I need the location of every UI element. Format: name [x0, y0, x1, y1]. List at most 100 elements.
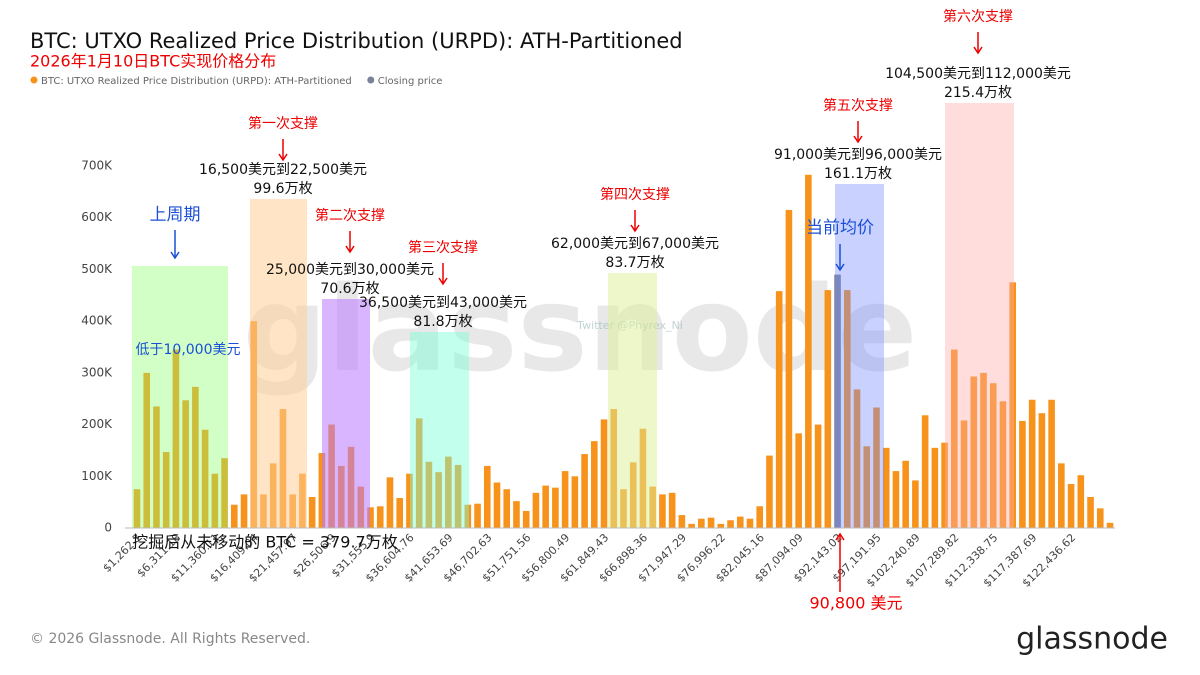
- bar: [542, 485, 549, 528]
- bar: [970, 376, 978, 528]
- bar: [133, 489, 141, 528]
- y-tick-label: 200K: [81, 417, 113, 431]
- bar: [795, 433, 802, 528]
- region-range: 25,000美元到30,000美元: [266, 262, 434, 278]
- bar: [1009, 282, 1016, 528]
- region-amount: 215.4万枚: [944, 85, 1012, 101]
- y-tick-label: 700K: [81, 159, 113, 173]
- region-label: 第二次支撑: [315, 207, 385, 224]
- bar: [376, 506, 384, 528]
- logo: glassnode: [1016, 622, 1168, 657]
- footer: © 2026 Glassnode. All Rights Reserved.: [30, 631, 310, 647]
- bar: [211, 473, 219, 528]
- bar: [921, 415, 929, 528]
- arrow-head: [853, 135, 863, 144]
- region-box: [322, 299, 370, 528]
- bar: [308, 496, 316, 528]
- bar: [834, 274, 841, 528]
- bar: [581, 454, 588, 528]
- bar: [1077, 475, 1085, 528]
- bar: [153, 406, 160, 528]
- region-box: [608, 273, 657, 528]
- region-box: [410, 332, 469, 528]
- bar: [951, 349, 958, 528]
- bar: [172, 349, 180, 528]
- region-label: 第六次支撑: [943, 8, 1013, 25]
- bar: [805, 174, 812, 528]
- bar: [668, 492, 676, 528]
- bar: [1019, 420, 1026, 528]
- bar: [1087, 496, 1094, 528]
- arrow-head: [278, 153, 288, 162]
- y-tick-label: 600K: [81, 210, 113, 224]
- bar: [843, 290, 851, 528]
- legend-label: Closing price: [378, 76, 443, 87]
- bar: [746, 518, 754, 528]
- region-label: 第五次支撑: [823, 97, 893, 114]
- region-range: 16,500美元到22,500美元: [199, 162, 367, 178]
- bar: [678, 515, 686, 528]
- bar: [561, 471, 569, 528]
- region-box: [945, 103, 1014, 528]
- bar: [873, 407, 880, 528]
- bar: [503, 489, 511, 528]
- bar: [571, 476, 579, 528]
- bar: [941, 442, 948, 528]
- arrow-head: [835, 263, 845, 272]
- bar: [736, 516, 744, 528]
- legend-label: BTC: UTXO Realized Price Distribution (U…: [41, 76, 352, 87]
- arrow-head: [170, 251, 180, 260]
- bar: [882, 447, 890, 528]
- bar: [532, 492, 540, 528]
- region-label: 第四次支撑: [600, 186, 670, 203]
- bar: [474, 503, 481, 528]
- bar: [1028, 399, 1036, 528]
- bar: [717, 523, 725, 528]
- bar: [912, 480, 919, 528]
- bar: [552, 487, 559, 528]
- bar: [367, 507, 374, 528]
- bar: [231, 504, 238, 528]
- region-amount: 83.7万枚: [605, 255, 664, 271]
- bar: [766, 455, 773, 528]
- region-range: 62,000美元到67,000美元: [551, 236, 719, 252]
- bar: [406, 473, 413, 528]
- bar: [143, 372, 151, 528]
- bar: [483, 465, 491, 528]
- bar: [221, 458, 228, 528]
- bar: [902, 460, 909, 528]
- bar: [1106, 522, 1114, 528]
- bar: [600, 419, 608, 528]
- bar: [1067, 484, 1075, 528]
- y-tick-label: 0: [104, 521, 112, 535]
- region-range: 91,000美元到96,000美元: [774, 147, 942, 163]
- arrow-head: [438, 277, 448, 286]
- bar: [493, 482, 501, 528]
- legend-dot: [367, 76, 375, 84]
- bar: [162, 451, 170, 528]
- bar: [240, 494, 248, 528]
- region-range: 104,500美元到112,000美元: [885, 66, 1071, 82]
- bar: [386, 477, 394, 528]
- bar: [756, 506, 764, 528]
- bar: [1038, 413, 1046, 528]
- bar: [464, 504, 472, 528]
- y-tick-label: 500K: [81, 262, 113, 276]
- arrow-head: [973, 46, 983, 55]
- bar: [892, 471, 900, 528]
- bar: [1058, 463, 1065, 528]
- bar: [707, 517, 715, 528]
- region-box: [132, 266, 228, 528]
- bar: [814, 424, 822, 528]
- bar: [396, 498, 404, 528]
- bar: [824, 290, 832, 528]
- y-tick-label: 300K: [81, 365, 113, 379]
- bar: [425, 461, 433, 528]
- region-label: 第三次支撑: [408, 239, 478, 256]
- bar: [513, 501, 520, 528]
- bar: [1048, 399, 1055, 528]
- bar: [853, 389, 861, 528]
- bar: [960, 420, 968, 528]
- arrow-head: [835, 532, 845, 541]
